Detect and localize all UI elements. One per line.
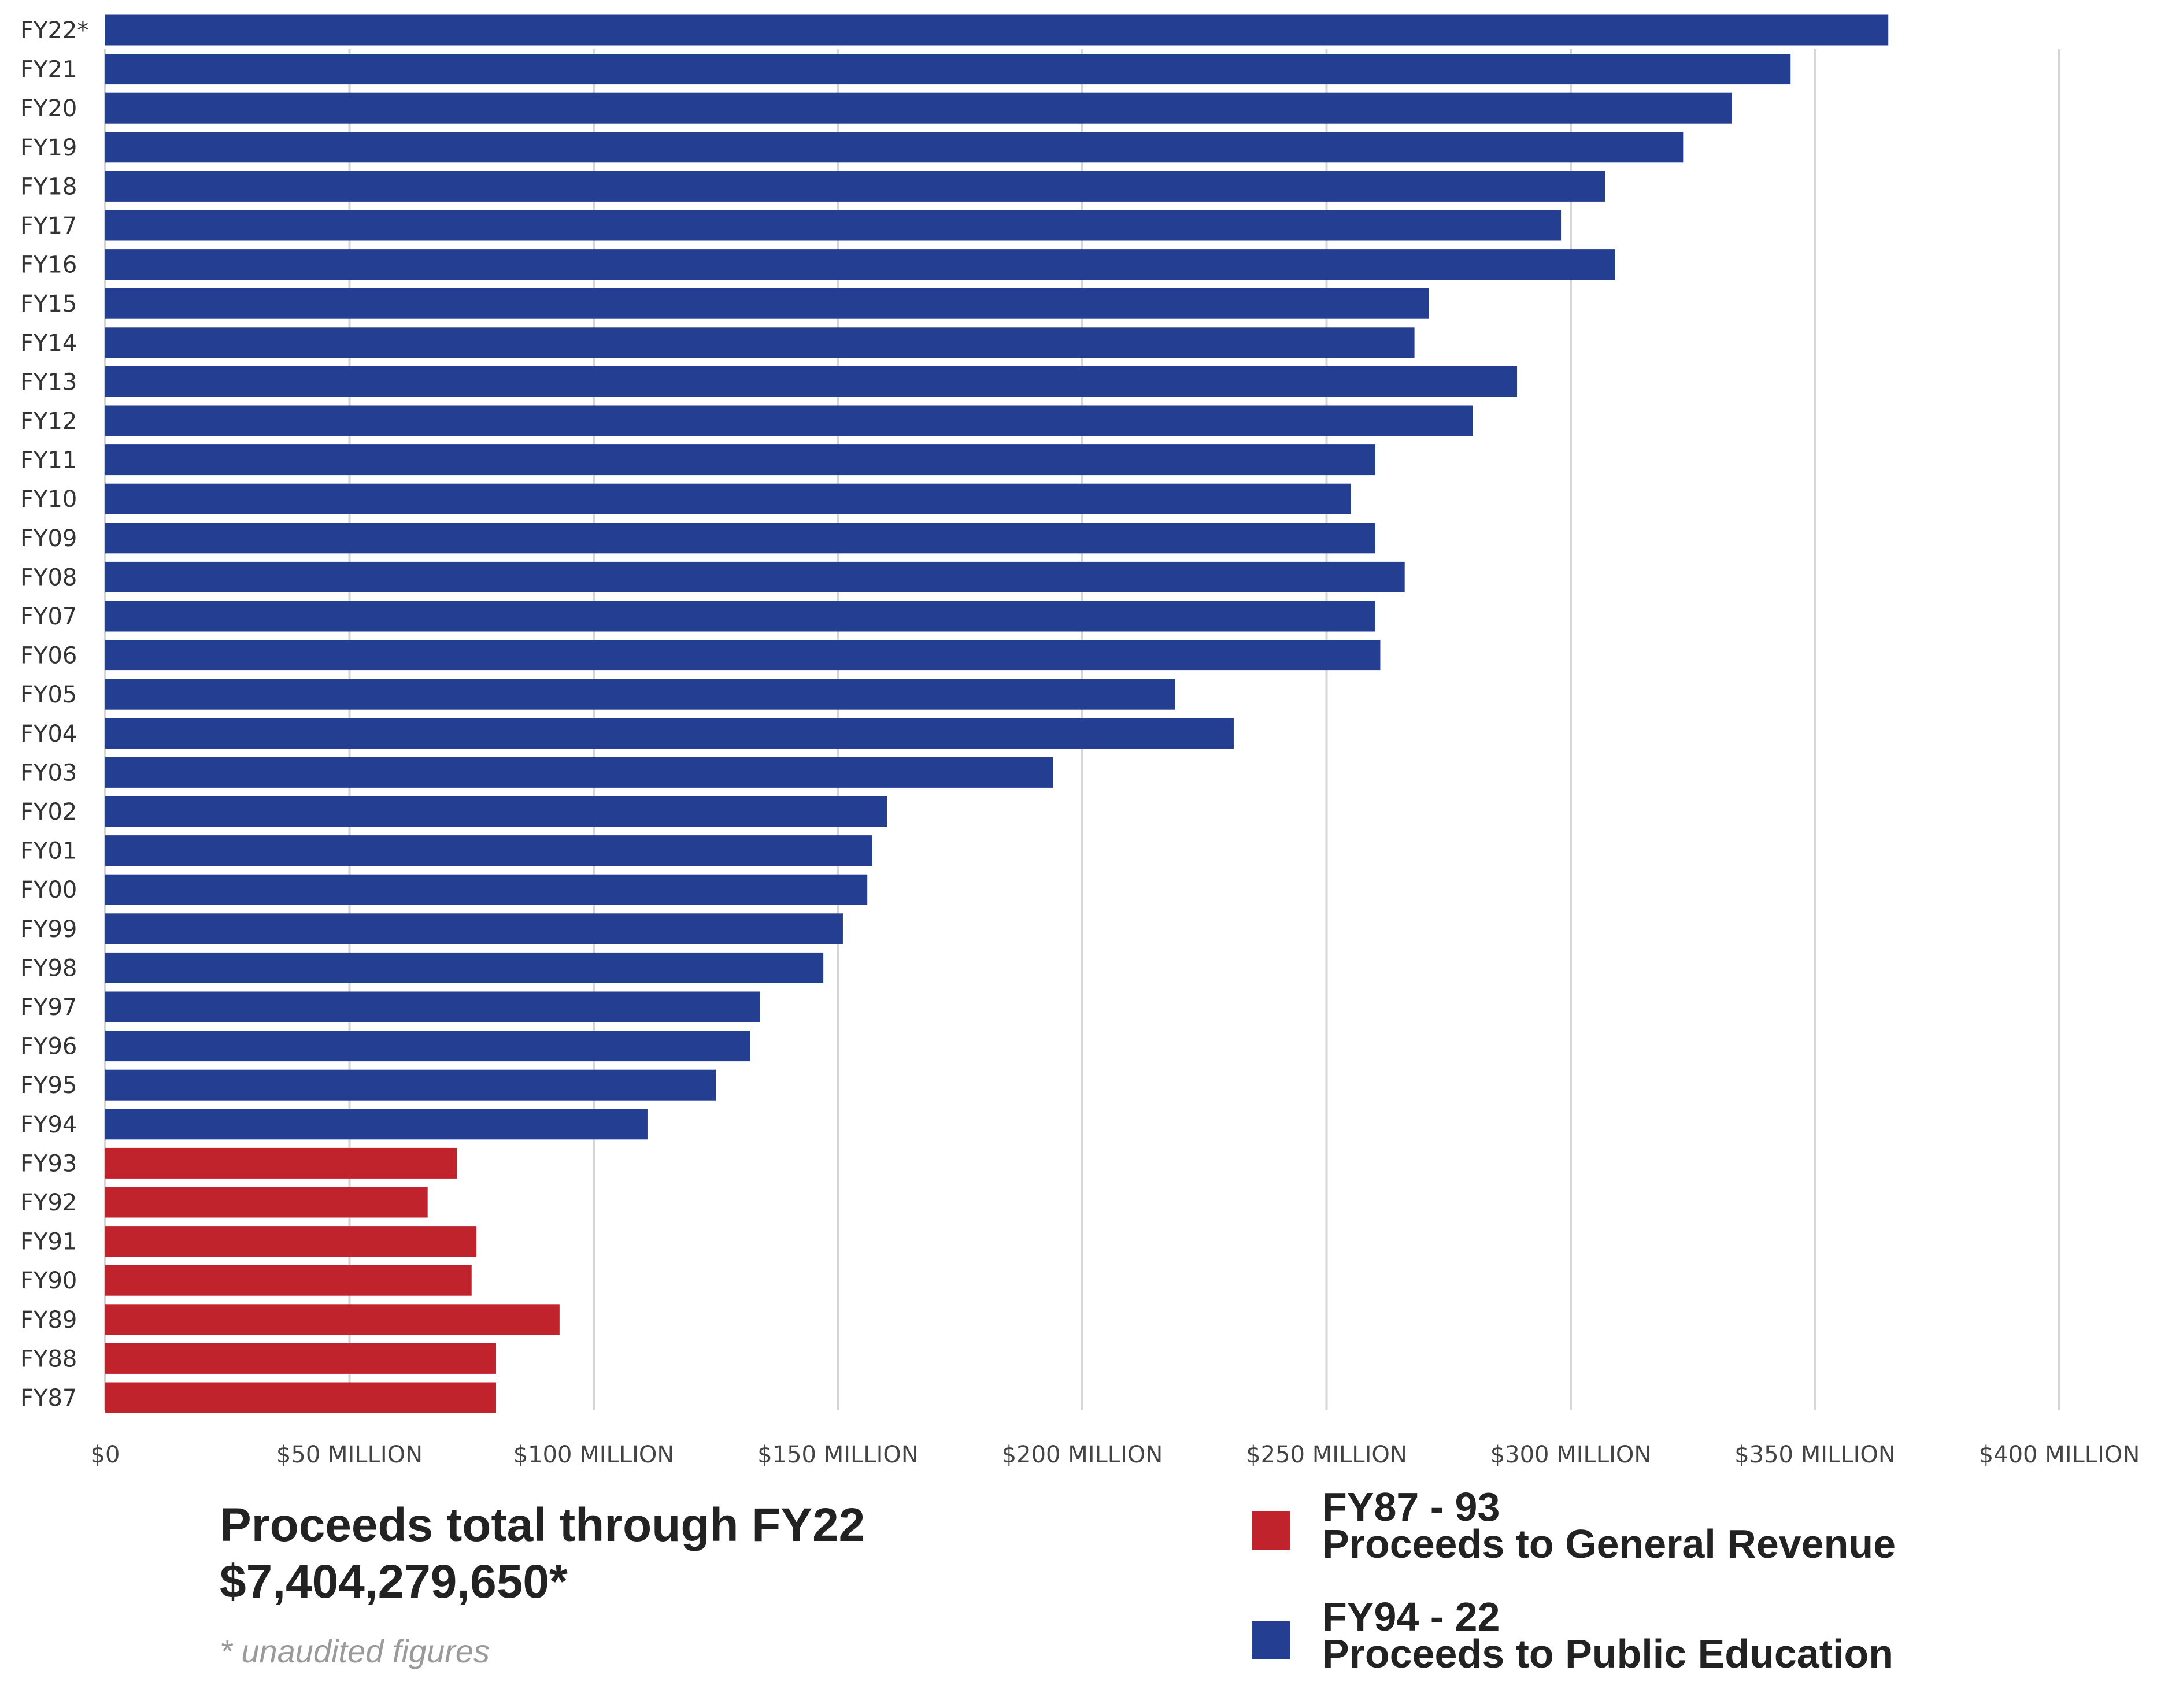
category-label: FY01 <box>20 838 77 865</box>
bar-fy14 <box>105 327 1415 358</box>
x-tick-label: $300 MILLION <box>1490 1442 1652 1468</box>
bar-fy20 <box>105 92 1732 124</box>
category-label: FY94 <box>20 1112 77 1138</box>
category-label: FY00 <box>20 877 77 903</box>
bar-fy19 <box>105 132 1684 163</box>
bar-fy09 <box>105 523 1375 554</box>
bar-fy96 <box>105 1031 750 1062</box>
bar-fy22 <box>105 14 1889 46</box>
legend-label-years: FY94 - 22 <box>1322 1594 1500 1639</box>
bar-fy11 <box>105 444 1375 476</box>
category-label: FY88 <box>20 1346 77 1372</box>
category-label: FY16 <box>20 252 77 279</box>
category-label: FY93 <box>20 1150 77 1177</box>
x-tick-label: $150 MILLION <box>757 1442 919 1468</box>
legend-label-years: FY87 - 93 <box>1322 1484 1500 1529</box>
category-label: FY18 <box>20 173 77 200</box>
legend-swatch-red <box>1252 1511 1290 1550</box>
x-tick-label: $200 MILLION <box>1002 1442 1163 1468</box>
bar-fy94 <box>105 1109 648 1140</box>
bar-fy01 <box>105 835 872 866</box>
category-label: FY14 <box>20 330 77 357</box>
bar-fy04 <box>105 718 1234 749</box>
category-label: FY87 <box>20 1385 77 1411</box>
bar-fy95 <box>105 1069 716 1101</box>
category-label: FY04 <box>20 721 77 747</box>
category-label: FY05 <box>20 681 77 708</box>
category-label: FY90 <box>20 1268 77 1294</box>
category-label: FY19 <box>20 135 77 161</box>
bar-fy17 <box>105 210 1562 241</box>
bar-fy88 <box>105 1343 496 1374</box>
total-summary: Proceeds total through FY22 $7,404,279,6… <box>220 1497 865 1670</box>
x-tick-label: $0 <box>91 1442 120 1468</box>
bar-fy18 <box>105 171 1605 202</box>
legend-swatch-blue <box>1252 1621 1290 1659</box>
bar-fy89 <box>105 1304 560 1335</box>
x-tick-label: $100 MILLION <box>513 1442 675 1468</box>
bar-fy21 <box>105 54 1791 85</box>
bar-fy12 <box>105 405 1473 436</box>
bar-fy99 <box>105 913 843 944</box>
x-axis-tick-labels: $0 $50 MILLION $100 MILLION $150 MILLION $20… <box>91 1442 2140 1468</box>
category-label: FY15 <box>20 291 77 317</box>
category-label: FY09 <box>20 525 77 552</box>
category-label: FY95 <box>20 1072 77 1099</box>
category-label: FY11 <box>20 447 77 474</box>
category-label: FY92 <box>20 1190 77 1216</box>
category-label: FY22* <box>20 17 88 44</box>
category-label: FY99 <box>20 916 77 943</box>
category-label: FY06 <box>20 643 77 669</box>
legend-label-description: Proceeds to Public Education <box>1322 1631 1893 1676</box>
category-label: FY12 <box>20 408 77 435</box>
bar-fy10 <box>105 483 1351 514</box>
bar-fy00 <box>105 874 868 905</box>
category-label: FY02 <box>20 799 77 825</box>
category-label: FY03 <box>20 759 77 786</box>
bar-fy93 <box>105 1147 457 1179</box>
category-label: FY17 <box>20 213 77 239</box>
bar-fy03 <box>105 757 1053 788</box>
bar-fy87 <box>105 1382 496 1413</box>
x-tick-label: $400 MILLION <box>1979 1442 2140 1468</box>
x-tick-label: $350 MILLION <box>1734 1442 1896 1468</box>
category-label: FY98 <box>20 955 77 981</box>
category-label: FY89 <box>20 1307 77 1333</box>
bar-fy90 <box>105 1265 472 1296</box>
bar-fy08 <box>105 561 1405 592</box>
bar-fy98 <box>105 952 824 983</box>
category-label: FY10 <box>20 486 77 513</box>
x-tick-label: $50 MILLION <box>276 1442 423 1468</box>
total-title-line1: Proceeds total through FY22 <box>220 1499 865 1551</box>
category-label: FY21 <box>20 57 77 83</box>
category-label: FY08 <box>20 564 77 591</box>
legend-label-description: Proceeds to General Revenue <box>1322 1521 1896 1566</box>
category-label: FY97 <box>20 994 77 1021</box>
x-tick-label: $250 MILLION <box>1246 1442 1407 1468</box>
bar-fy13 <box>105 366 1518 397</box>
category-labels: FY22* FY21 FY20 FY19 FY18 FY17 FY16 FY15 FY14 FY1… <box>20 17 88 1411</box>
bar-fy02 <box>105 796 887 827</box>
bars <box>105 14 1889 1413</box>
bar-fy06 <box>105 640 1381 671</box>
category-label: FY20 <box>20 95 77 122</box>
category-label: FY07 <box>20 603 77 630</box>
bar-fy16 <box>105 249 1615 280</box>
category-label: FY13 <box>20 369 77 395</box>
bar-fy15 <box>105 288 1429 319</box>
bar-fy92 <box>105 1187 428 1218</box>
bar-fy07 <box>105 601 1375 632</box>
bar-fy97 <box>105 991 760 1022</box>
bar-fy05 <box>105 679 1175 710</box>
category-label: FY96 <box>20 1033 77 1060</box>
bar-fy91 <box>105 1226 477 1257</box>
total-amount: $7,404,279,650* <box>220 1555 568 1608</box>
footnote: * unaudited figures <box>220 1633 490 1669</box>
category-label: FY91 <box>20 1229 77 1255</box>
